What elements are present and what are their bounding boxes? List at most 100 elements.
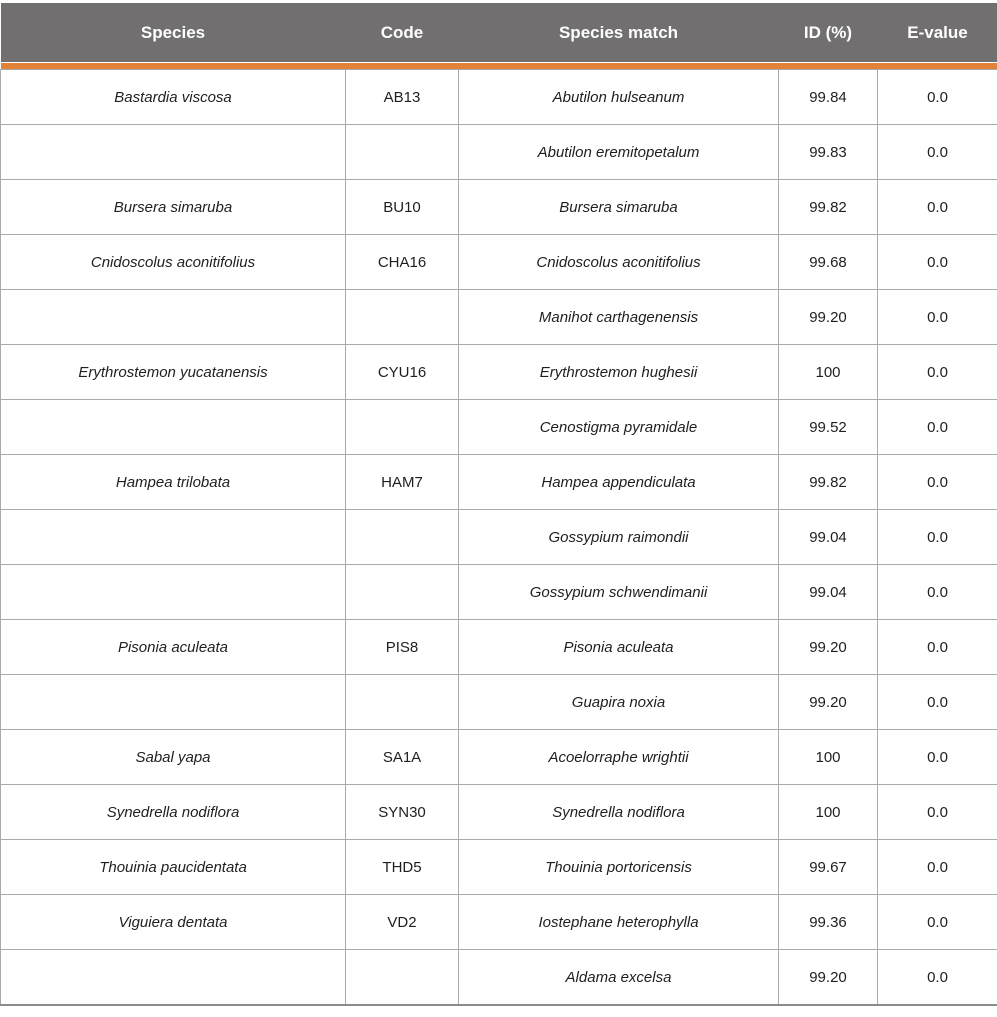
code-cell: SA1A [345,729,459,785]
table-row: Thouinia paucidentata THD5 Thouinia portor… [0,839,997,895]
code-cell [345,124,459,180]
accent-bar [0,62,997,70]
species-cell: Pisonia aculeata [0,619,346,675]
id-percent-cell: 99.68 [778,234,878,290]
species-cell: Hampea trilobata [0,454,346,510]
species-cell: Synedrella nodiflora [0,784,346,840]
id-percent-cell: 99.20 [778,949,878,1006]
code-cell: BU10 [345,179,459,235]
code-cell: AB13 [345,69,459,125]
table-row: Sabal yapa SA1A Acoelorraphe wrightii 100 0.… [0,729,997,785]
id-percent-cell: 99.20 [778,674,878,730]
id-percent-cell: 99.84 [778,69,878,125]
code-cell [345,949,459,1006]
evalue-cell: 0.0 [877,69,997,125]
evalue-cell: 0.0 [877,619,997,675]
code-cell: CHA16 [345,234,459,290]
table-row: Viguiera dentata VD2 Iostephane heterophyl… [0,894,997,950]
table-row: Pisonia aculeata PIS8 Pisonia aculeata 99.2… [0,619,997,675]
evalue-cell: 0.0 [877,894,997,950]
evalue-cell: 0.0 [877,729,997,785]
code-cell [345,289,459,345]
evalue-cell: 0.0 [877,124,997,180]
species-match-cell: Aldama excelsa [458,949,779,1006]
evalue-cell: 0.0 [877,784,997,840]
table-row: Cenostigma pyramidale 99.52 0.0 [0,399,997,455]
evalue-cell: 0.0 [877,234,997,290]
code-cell: PIS8 [345,619,459,675]
accent-bar-fill [0,62,997,70]
evalue-cell: 0.0 [877,564,997,620]
code-cell: VD2 [345,894,459,950]
id-percent-cell: 99.82 [778,179,878,235]
evalue-cell: 0.0 [877,454,997,510]
table-row: Manihot carthagenensis 99.20 0.0 [0,289,997,345]
table-row: Cnidoscolus aconitifolius CHA16 Cnidoscolu… [0,234,997,290]
species-match-cell: Iostephane heterophylla [458,894,779,950]
species-match-cell: Gossypium schwendimanii [458,564,779,620]
species-cell: Erythrostemon yucatanensis [0,344,346,400]
species-match-cell: Bursera simaruba [458,179,779,235]
species-match-cell: Gossypium raimondii [458,509,779,565]
id-percent-cell: 99.52 [778,399,878,455]
species-match-cell: Cenostigma pyramidale [458,399,779,455]
species-match-cell: Pisonia aculeata [458,619,779,675]
col-header-id-percent: ID (%) [778,3,878,63]
species-match-table: Species Code Species match ID (%) E-valu… [0,3,997,1006]
table-row: Bursera simaruba BU10 Bursera simaruba 99.8… [0,179,997,235]
species-match-cell: Thouinia portoricensis [458,839,779,895]
evalue-cell: 0.0 [877,179,997,235]
code-cell: HAM7 [345,454,459,510]
id-percent-cell: 99.20 [778,619,878,675]
code-cell: THD5 [345,839,459,895]
evalue-cell: 0.0 [877,344,997,400]
species-cell: Sabal yapa [0,729,346,785]
code-cell [345,564,459,620]
table-body: Bastardia viscosa AB13 Abutilon hulseanum 9… [0,69,997,1006]
id-percent-cell: 99.20 [778,289,878,345]
id-percent-cell: 99.82 [778,454,878,510]
code-cell [345,509,459,565]
id-percent-cell: 100 [778,344,878,400]
species-match-cell: Acoelorraphe wrightii [458,729,779,785]
id-percent-cell: 99.04 [778,509,878,565]
species-cell [0,674,346,730]
evalue-cell: 0.0 [877,949,997,1006]
table-row: Erythrostemon yucatanensis CYU16 Erythrost… [0,344,997,400]
id-percent-cell: 100 [778,729,878,785]
col-header-evalue: E-value [877,3,997,63]
species-match-cell: Synedrella nodiflora [458,784,779,840]
species-cell [0,564,346,620]
id-percent-cell: 99.36 [778,894,878,950]
col-header-species: Species [0,3,346,63]
table-row: Aldama excelsa 99.20 0.0 [0,949,997,1006]
species-cell: Thouinia paucidentata [0,839,346,895]
species-cell [0,509,346,565]
col-header-code: Code [345,3,459,63]
species-cell [0,124,346,180]
species-match-cell: Manihot carthagenensis [458,289,779,345]
table-row: Gossypium schwendimanii 99.04 0.0 [0,564,997,620]
species-cell: Cnidoscolus aconitifolius [0,234,346,290]
species-cell [0,399,346,455]
evalue-cell: 0.0 [877,399,997,455]
code-cell [345,674,459,730]
table-row: Bastardia viscosa AB13 Abutilon hulseanum 9… [0,69,997,125]
code-cell: CYU16 [345,344,459,400]
header-row: Species Code Species match ID (%) E-valu… [0,3,997,63]
table-row: Synedrella nodiflora SYN30 Synedrella nodi… [0,784,997,840]
table-row: Hampea trilobata HAM7 Hampea appendiculata… [0,454,997,510]
species-cell: Bursera simaruba [0,179,346,235]
id-percent-cell: 100 [778,784,878,840]
evalue-cell: 0.0 [877,839,997,895]
table-row: Abutilon eremitopetalum 99.83 0.0 [0,124,997,180]
species-match-cell: Guapira noxia [458,674,779,730]
species-cell [0,949,346,1006]
species-match-cell: Abutilon hulseanum [458,69,779,125]
table-row: Guapira noxia 99.20 0.0 [0,674,997,730]
species-cell [0,289,346,345]
species-match-cell: Abutilon eremitopetalum [458,124,779,180]
evalue-cell: 0.0 [877,509,997,565]
species-match-cell: Cnidoscolus aconitifolius [458,234,779,290]
